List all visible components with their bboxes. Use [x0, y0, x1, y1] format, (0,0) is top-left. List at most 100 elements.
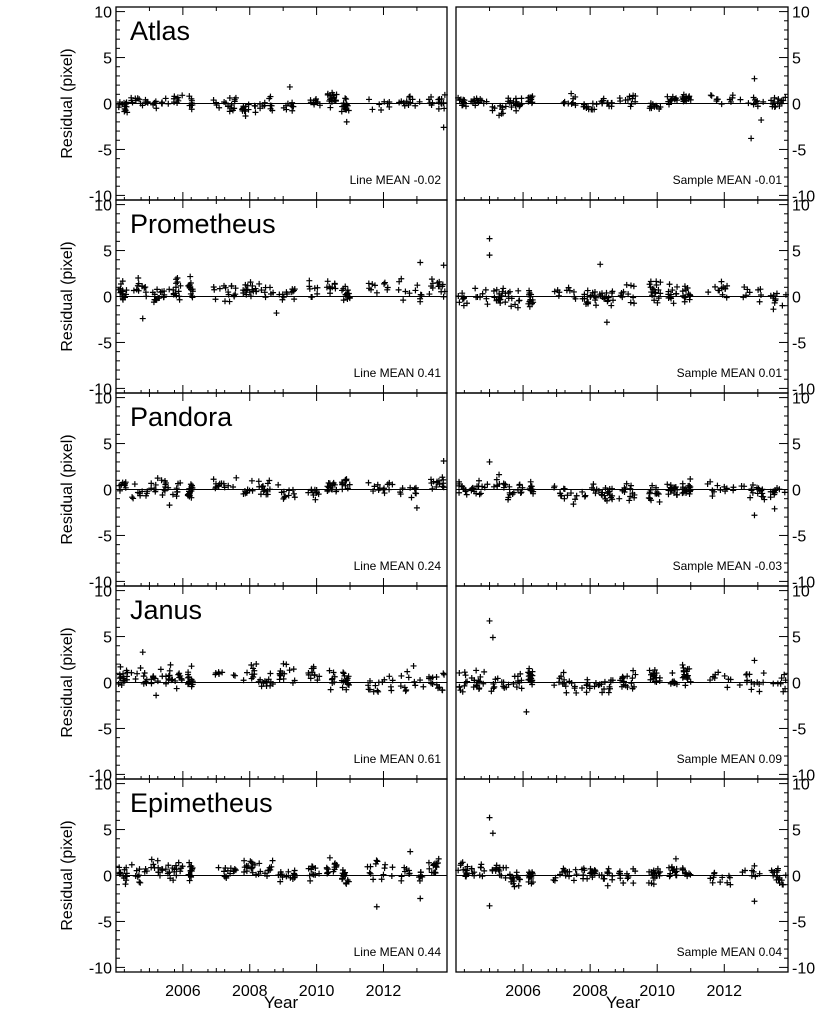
data-point: [502, 103, 509, 110]
data-point: [500, 484, 507, 491]
data-point: [509, 491, 516, 498]
data-point: [264, 480, 271, 487]
y-tick-label: -5: [98, 721, 112, 738]
data-point: [116, 864, 123, 871]
data-point: [135, 275, 142, 282]
data-point: [751, 862, 758, 869]
data-point: [668, 863, 675, 870]
data-point: [122, 100, 129, 107]
y-tick-label: 0: [103, 483, 112, 500]
data-point: [513, 107, 520, 114]
data-point: [528, 869, 535, 876]
data-point: [606, 488, 613, 495]
data-point: [718, 278, 725, 285]
data-point: [312, 496, 319, 503]
data-point: [158, 477, 165, 484]
data-point: [405, 674, 412, 681]
data-point: [262, 294, 269, 301]
data-point: [562, 872, 569, 879]
data-point: [425, 673, 432, 680]
data-point: [148, 864, 155, 871]
data-point: [592, 490, 599, 497]
data-point: [185, 669, 192, 676]
data-point: [173, 493, 180, 500]
data-point: [186, 871, 193, 878]
data-point: [375, 487, 382, 494]
data-point: [428, 869, 435, 876]
data-point: [516, 482, 523, 489]
data-point: [221, 99, 228, 106]
data-point: [510, 680, 517, 687]
data-point: [526, 298, 533, 305]
data-point: [461, 669, 468, 676]
data-point: [370, 488, 377, 495]
data-point: [721, 672, 728, 679]
data-point: [649, 872, 656, 879]
data-point: [456, 299, 463, 306]
data-point: [395, 286, 402, 293]
data-point: [680, 489, 687, 496]
data-point: [653, 484, 660, 491]
data-point: [516, 297, 523, 304]
data-point: [489, 634, 496, 641]
data-point: [513, 98, 520, 105]
data-point: [774, 873, 781, 880]
data-point: [625, 873, 632, 880]
data-point: [154, 475, 161, 482]
x-tick-label: 2008: [232, 983, 268, 1000]
data-point: [130, 495, 137, 502]
data-point: [128, 94, 135, 101]
data-point: [625, 291, 632, 298]
data-point: [412, 484, 419, 491]
data-point: [479, 873, 486, 880]
data-point: [482, 286, 489, 293]
data-point: [172, 862, 179, 869]
data-point: [252, 109, 259, 116]
data-point: [157, 289, 164, 296]
data-point: [722, 285, 729, 292]
data-point: [327, 290, 334, 297]
y-axis-title: Residual (pixel): [59, 48, 76, 158]
data-point: [684, 873, 691, 880]
data-point: [407, 848, 414, 855]
data-point: [161, 487, 168, 494]
data-point: [426, 291, 433, 298]
data-point: [345, 681, 352, 688]
data-point: [705, 289, 712, 296]
data-point: [462, 672, 469, 679]
data-point: [671, 679, 678, 686]
data-point: [270, 289, 277, 296]
data-point: [750, 94, 757, 101]
data-point: [571, 293, 578, 300]
data-point: [573, 689, 580, 696]
data-point: [724, 879, 731, 886]
data-point: [428, 276, 435, 283]
y-tick-label: -10: [89, 960, 112, 977]
data-point: [781, 671, 788, 678]
data-point: [282, 493, 289, 500]
data-point: [498, 872, 505, 879]
data-point: [654, 490, 661, 497]
data-point: [630, 667, 637, 674]
data-point: [435, 685, 442, 692]
data-point: [687, 871, 694, 878]
data-point: [439, 474, 446, 481]
data-point: [603, 497, 610, 504]
data-point: [136, 490, 143, 497]
data-point: [268, 863, 275, 870]
data-point: [455, 867, 462, 874]
data-point: [406, 870, 413, 877]
data-point: [516, 876, 523, 883]
data-point: [169, 676, 176, 683]
data-point: [412, 682, 419, 689]
data-point: [782, 677, 789, 684]
data-point: [330, 669, 337, 676]
data-point: [714, 96, 721, 103]
data-point: [723, 294, 730, 301]
data-point: [136, 96, 143, 103]
data-point: [366, 677, 373, 684]
data-point: [472, 285, 479, 292]
data-point: [267, 284, 274, 291]
data-point: [124, 109, 131, 116]
data-point: [228, 104, 235, 111]
